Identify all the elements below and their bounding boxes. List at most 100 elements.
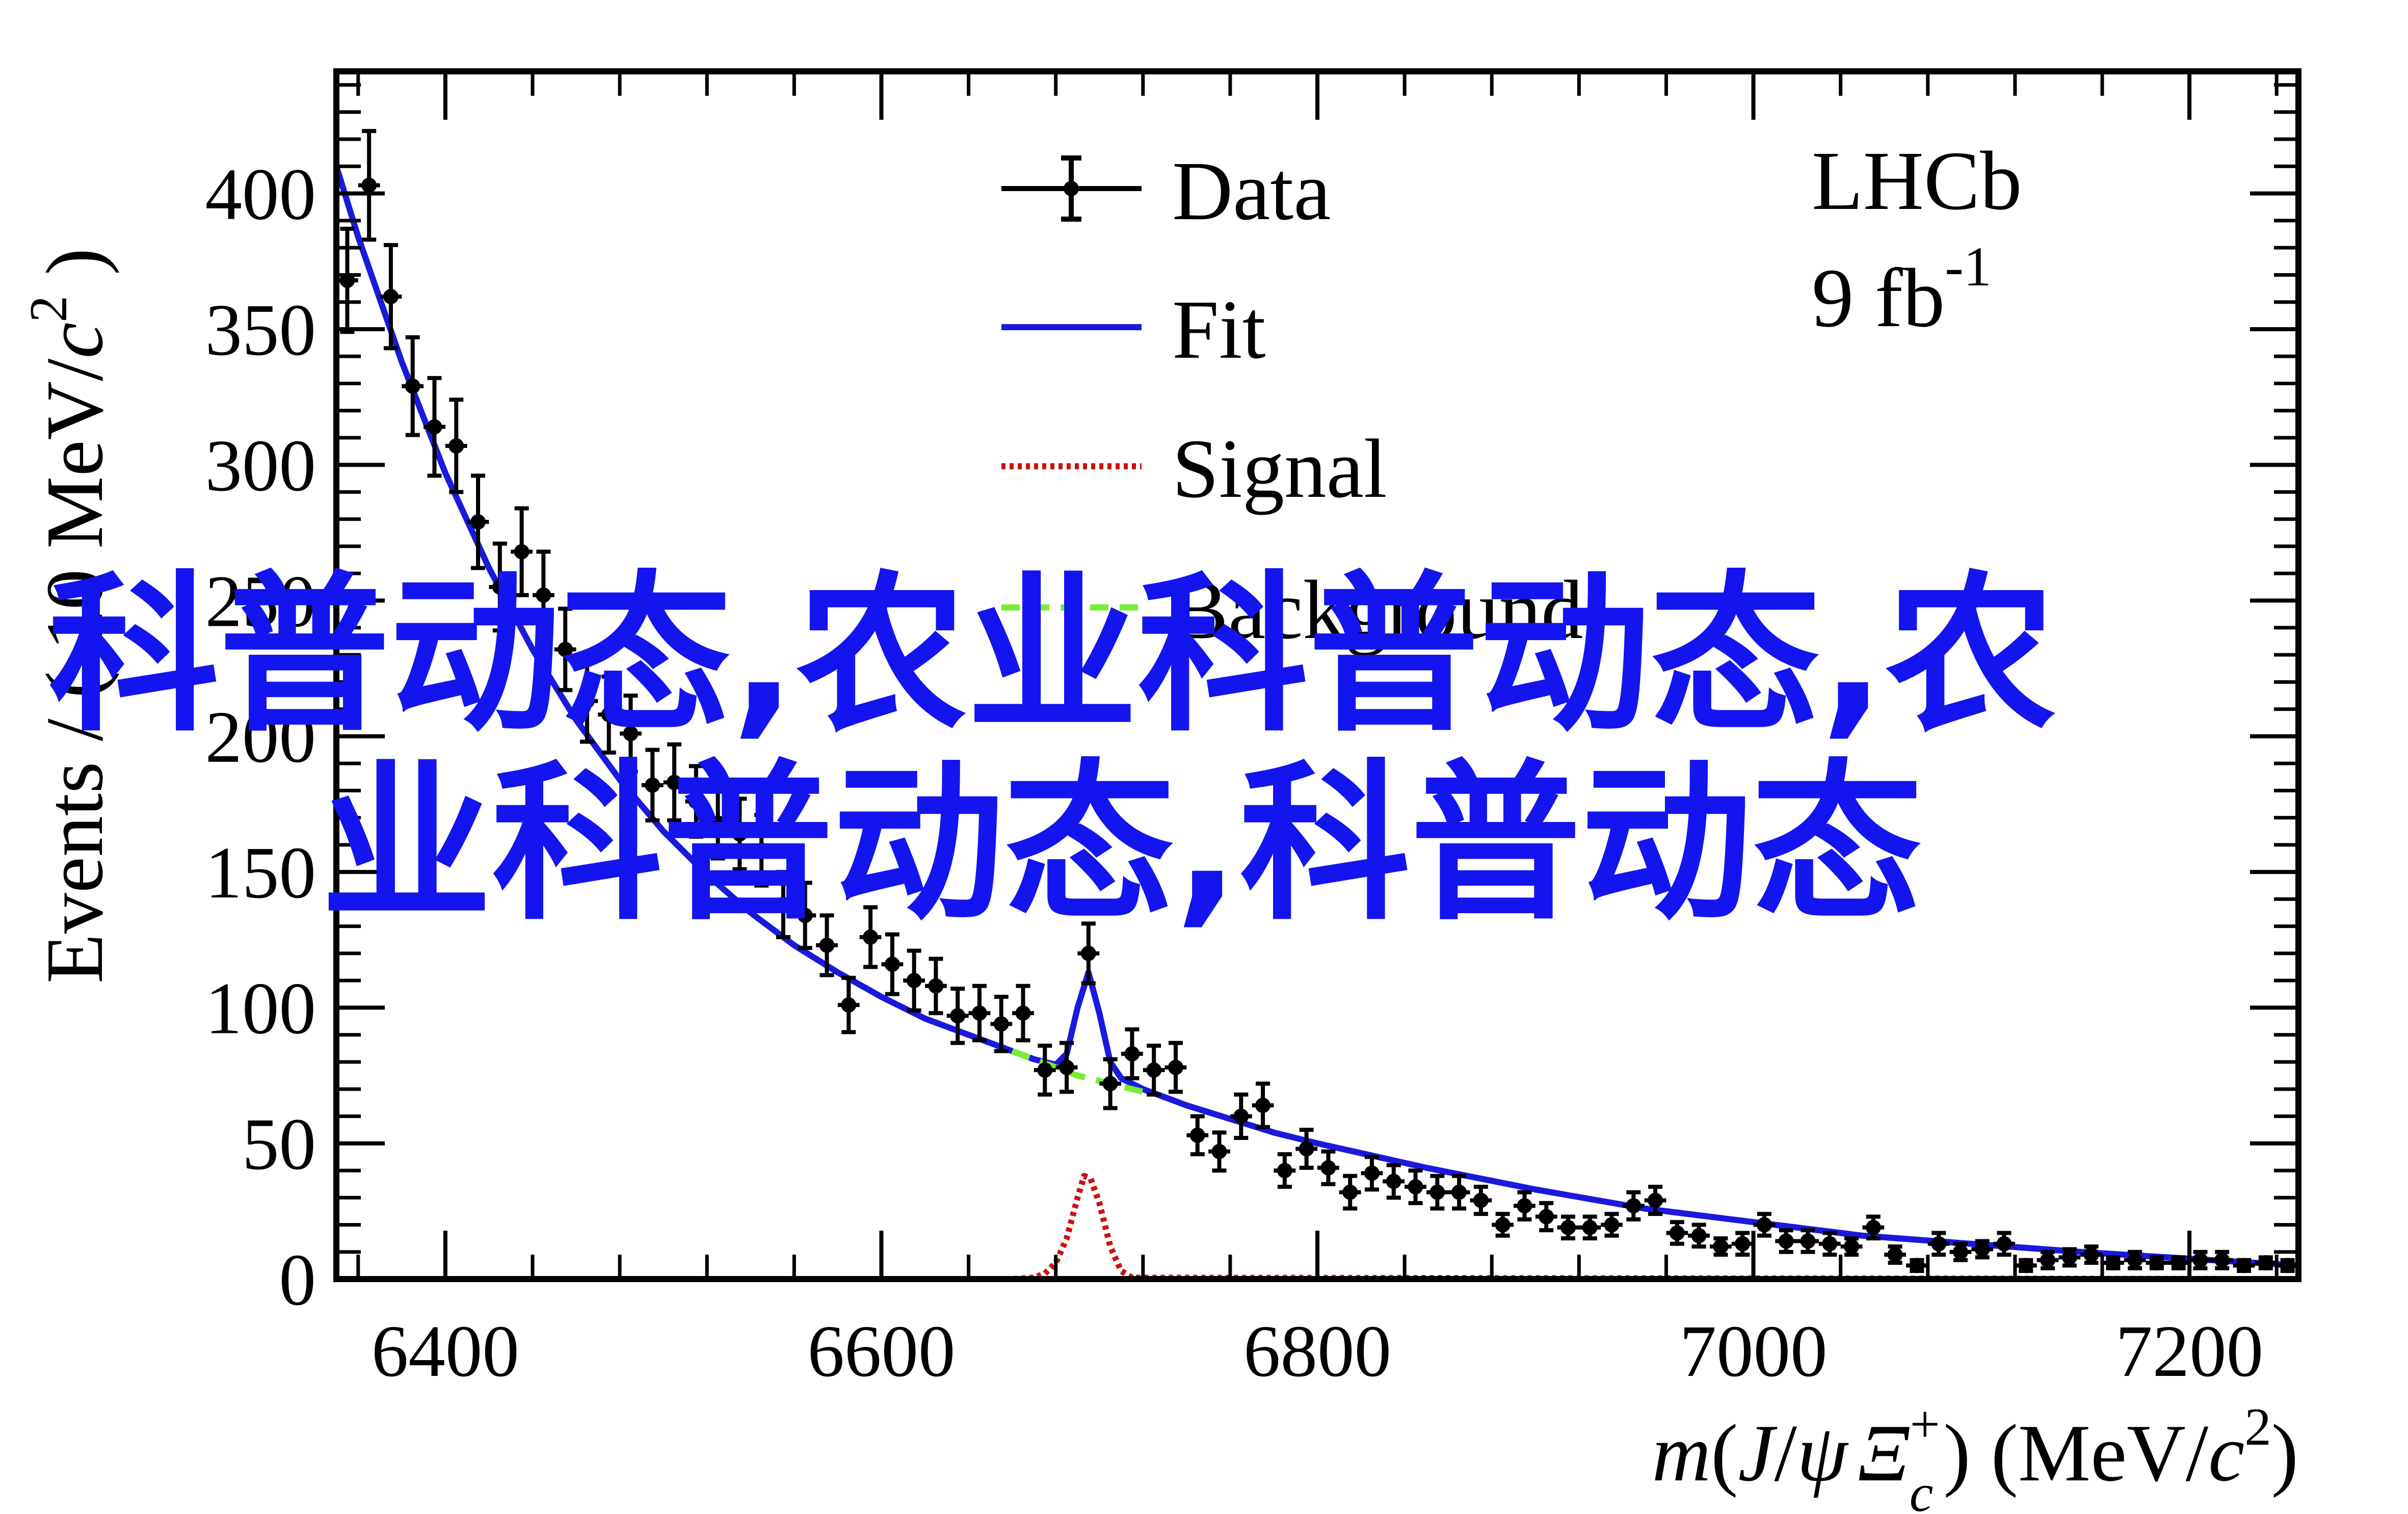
data-point [402, 335, 424, 437]
data-point [1949, 1241, 1972, 1262]
data-point-marker [797, 908, 813, 923]
data-point [1710, 1236, 1732, 1257]
data-point-marker [645, 777, 660, 793]
data-point-marker [863, 929, 879, 945]
data-point-marker [383, 289, 399, 305]
data-point-marker [1974, 1241, 1990, 1257]
data-point [859, 905, 882, 969]
data-point [816, 913, 838, 977]
data-point-marker [492, 579, 508, 595]
data-point-marker [1211, 1144, 1227, 1159]
data-point [2277, 1258, 2298, 1273]
experiment-label: LHCb [1812, 134, 2022, 227]
y-tick-label: 400 [205, 154, 316, 235]
data-point [1514, 1190, 1536, 1221]
data-point-marker [1124, 1046, 1140, 1061]
data-point-marker [2040, 1252, 2056, 1268]
data-point-marker [2214, 1252, 2230, 1268]
data-point-marker [1691, 1228, 1707, 1243]
data-point [1666, 1220, 1688, 1246]
data-point-marker [971, 1005, 987, 1021]
data-point [925, 957, 947, 1016]
data-point [1012, 984, 1034, 1043]
y-tick-label: 150 [205, 832, 316, 914]
data-point-marker [1626, 1198, 1642, 1214]
chart-legend: Data Fit Signal Background [1001, 144, 1583, 656]
data-point-marker [1277, 1162, 1292, 1178]
data-point [2167, 1255, 2190, 1271]
data-point-marker [1560, 1219, 1576, 1235]
data-point-marker [1430, 1184, 1445, 1200]
data-point-marker [1320, 1160, 1336, 1176]
data-point [1644, 1184, 1666, 1216]
data-point-marker [1887, 1247, 1903, 1263]
data-point [1034, 1043, 1056, 1097]
data-point-marker [2171, 1255, 2186, 1271]
data-point [1055, 1041, 1078, 1094]
y-axis-title: Events / ( 10 MeV/c2 ) [18, 248, 120, 984]
data-point-marker [1342, 1184, 1358, 1200]
data-point-marker [688, 793, 704, 809]
data-point [794, 881, 816, 950]
data-point-marker [448, 438, 464, 454]
data-point [620, 693, 642, 774]
x-tick-label: 6800 [1243, 1311, 1391, 1392]
data-point [1753, 1212, 1776, 1238]
data-point-marker [1189, 1127, 1205, 1143]
data-point-marker [1059, 1059, 1075, 1075]
data-point-marker [2258, 1255, 2273, 1271]
legend-entry-data: Data [1001, 144, 1331, 237]
data-point [358, 129, 380, 242]
x-tick-label: 6400 [372, 1311, 519, 1392]
data-point [1317, 1149, 1339, 1186]
data-point [336, 226, 358, 334]
data-point-marker [928, 978, 944, 994]
data-point [1426, 1174, 1448, 1211]
y-tick-label: 200 [205, 697, 316, 778]
data-point-marker [2105, 1255, 2121, 1271]
data-point-marker [623, 726, 639, 741]
data-point-marker [1604, 1217, 1620, 1233]
y-tick-label: 0 [279, 1239, 316, 1321]
data-point-marker [1037, 1062, 1053, 1078]
data-point [576, 658, 598, 744]
legend-entry-background: Background [1001, 563, 1583, 656]
data-point-marker [405, 378, 420, 394]
data-point-marker [1735, 1236, 1751, 1252]
data-point [1775, 1228, 1797, 1254]
data-point-marker [2280, 1258, 2295, 1273]
data-point-marker [1648, 1192, 1663, 1208]
luminosity-exponent: -1 [1945, 235, 1992, 298]
data-point-marker [579, 693, 595, 709]
data-point-marker [950, 1008, 966, 1024]
data-point [424, 376, 445, 478]
data-point [533, 549, 554, 641]
data-point [2080, 1244, 2102, 1265]
data-point-marker [775, 897, 791, 913]
data-point-marker [1800, 1233, 1816, 1249]
data-point-marker [514, 544, 530, 560]
data-point-marker [732, 826, 748, 842]
data-point [881, 932, 904, 996]
data-point [1165, 1041, 1187, 1094]
x-axis-title: m(J/ψ Ξ+ c) (MeV/c2) [1652, 1394, 2298, 1511]
data-point [772, 870, 795, 939]
y-tick-label: 250 [205, 561, 316, 643]
data-point-marker [601, 707, 617, 723]
data-point-marker [1146, 1062, 1162, 1078]
data-point-marker [2083, 1247, 2099, 1263]
data-point-marker [1539, 1209, 1554, 1225]
data-point [489, 541, 511, 633]
data-point-marker [993, 1016, 1009, 1032]
data-point [598, 674, 620, 755]
data-point-marker [906, 973, 922, 989]
data-point-marker [1822, 1236, 1838, 1252]
series-signal-curve [336, 1173, 2299, 1282]
data-point [2146, 1255, 2168, 1271]
data-point [2255, 1255, 2277, 1271]
y-tick-label: 50 [242, 1104, 316, 1185]
data-point [2058, 1247, 2081, 1268]
x-tick-label: 6600 [807, 1311, 955, 1392]
data-point-marker [710, 815, 726, 831]
